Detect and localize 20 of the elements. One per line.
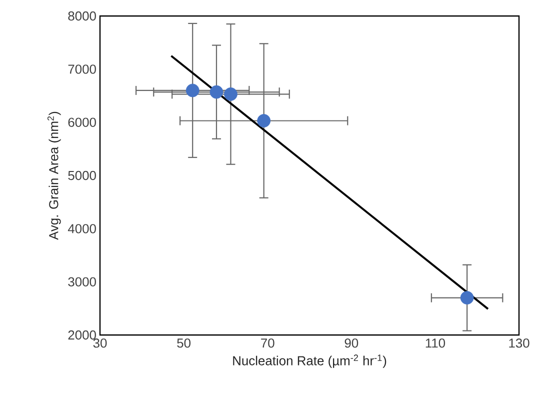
y-tick-label: 2000 [68, 330, 96, 340]
x-tick-label: 30 [93, 338, 107, 348]
x-tick-label: 50 [177, 338, 191, 348]
point [224, 87, 238, 101]
point [460, 291, 474, 304]
point [186, 84, 200, 98]
x-tick-label: 130 [509, 338, 530, 348]
y-tick-label: 4000 [68, 224, 96, 234]
point [257, 114, 271, 128]
y-tick-label: 5000 [68, 170, 96, 180]
y-tick-label: 6000 [68, 118, 96, 127]
x-tick-label: 110 [426, 338, 446, 348]
x-tick-label: 70 [261, 338, 274, 348]
point [210, 85, 224, 99]
x-axis-title: Nucleation Rate (µm$^{-2}$ hr$^{-1}$) [233, 354, 386, 368]
x-tick-label: 90 [344, 338, 358, 348]
y-axis-title: Avg. Grain Area (nm$^{2}$) [47, 112, 61, 240]
y-tick-label: 8000 [68, 11, 96, 21]
y-tick-label: 7000 [68, 64, 96, 74]
y-tick-label: 3000 [68, 277, 96, 286]
